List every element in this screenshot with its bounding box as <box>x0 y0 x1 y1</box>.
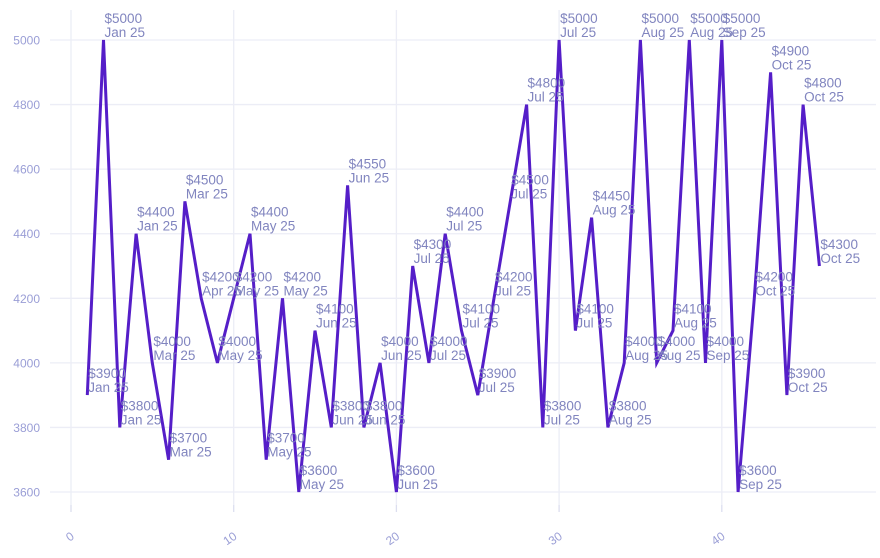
data-point-label: $4300 Jul 25 <box>414 237 452 266</box>
x-axis-tick-label: 30 <box>546 529 565 548</box>
y-axis-tick-label: 4600 <box>13 163 40 177</box>
y-axis-tick-label: 4200 <box>13 292 40 306</box>
data-point-label: $4100 Jun 25 <box>316 302 357 331</box>
data-point-label: $4000 Mar 25 <box>153 334 195 363</box>
x-axis-tick-label: 20 <box>383 529 402 548</box>
data-point-label: $5000 Aug 25 <box>641 11 684 40</box>
data-point-label: $4200 Oct 25 <box>755 269 795 298</box>
data-point-label: $4800 Jul 25 <box>528 76 566 105</box>
data-point-label: $4500 Jul 25 <box>511 172 549 201</box>
data-point-label: $3900 Oct 25 <box>788 366 828 395</box>
data-point-label: $4200 May 25 <box>284 269 328 298</box>
data-point-label: $5000 Aug 25 <box>690 11 733 40</box>
data-point-label: $4200 Jul 25 <box>495 269 533 298</box>
y-axis-tick-label: 3800 <box>13 421 40 435</box>
data-point-label: $4300 Oct 25 <box>820 237 860 266</box>
data-point-label: $3900 Jul 25 <box>479 366 517 395</box>
data-point-label: $4500 Mar 25 <box>186 172 228 201</box>
data-point-label: $5000 Jan 25 <box>105 11 146 40</box>
data-point-label: $3600 Jun 25 <box>397 463 438 492</box>
data-point-label: $3800 Jan 25 <box>121 398 162 427</box>
data-point-label: $4450 Aug 25 <box>593 189 636 218</box>
data-point-label: $4000 Aug 25 <box>658 334 701 363</box>
data-point-label: $4400 Jan 25 <box>137 205 178 234</box>
data-point-label: $3700 Mar 25 <box>170 431 212 460</box>
data-point-label: $4100 Aug 25 <box>674 302 717 331</box>
data-point-label: $3600 Sep 25 <box>739 463 782 492</box>
data-point-label: $3800 Jun 25 <box>365 398 406 427</box>
data-point-label: $4900 Oct 25 <box>772 43 812 72</box>
data-point-label: $4000 Aug 25 <box>625 334 668 363</box>
y-axis-tick-label: 4000 <box>13 356 40 370</box>
price-line[interactable] <box>85 39 821 493</box>
data-point-label: $4000 Sep 25 <box>707 334 750 363</box>
data-point-label: $4100 Jul 25 <box>462 302 500 331</box>
data-point-label: $4200 Apr 25 <box>202 269 242 298</box>
data-point-label: $3800 Aug 25 <box>609 398 652 427</box>
data-point-label: $5000 Jul 25 <box>560 11 598 40</box>
data-point-label: $4550 Jun 25 <box>349 156 390 185</box>
data-point-label: $4800 Oct 25 <box>804 76 844 105</box>
data-point-label: $3800 Jun 25 <box>332 398 373 427</box>
data-point-label: $4000 May 25 <box>218 334 262 363</box>
data-point-label: $4000 Jun 25 <box>381 334 422 363</box>
x-axis-tick-label: 0 <box>63 529 77 544</box>
data-point-label: $3700 May 25 <box>267 431 311 460</box>
data-point-label: $4000 Jul 25 <box>430 334 468 363</box>
x-axis-tick-label: 40 <box>709 529 728 548</box>
data-point-label: $3600 May 25 <box>300 463 344 492</box>
y-axis-tick-label: 3600 <box>13 486 40 500</box>
y-axis-tick-label: 4400 <box>13 227 40 241</box>
y-axis-tick-label: 5000 <box>13 34 40 48</box>
data-point-label: $4400 May 25 <box>251 205 295 234</box>
data-point-label: $4100 Jul 25 <box>576 302 614 331</box>
data-point-label: $3900 Jan 25 <box>88 366 129 395</box>
data-point-label: $5000 Sep 25 <box>723 11 766 40</box>
data-point-label: $3800 Jul 25 <box>544 398 582 427</box>
y-axis-tick-label: 4800 <box>13 98 40 112</box>
data-point-label: $4200 May 25 <box>235 269 279 298</box>
data-point-label: $4400 Jul 25 <box>446 205 484 234</box>
x-axis-tick-label: 10 <box>220 529 239 548</box>
